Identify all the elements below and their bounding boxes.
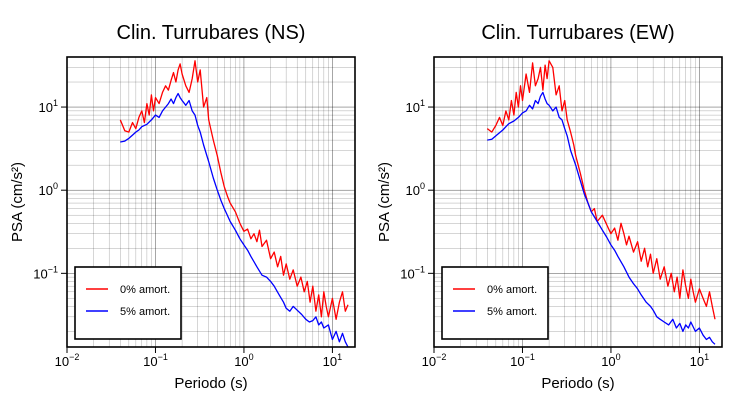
legend-label: 0% amort. <box>487 284 537 296</box>
y-tick-label: 10−1 <box>400 264 425 281</box>
legend: 0% amort. 5% amort. <box>74 266 182 340</box>
legend-label: 0% amort. <box>120 284 170 296</box>
grid <box>66 56 355 347</box>
plot-frame <box>433 56 723 348</box>
series-line-0pct <box>119 60 349 320</box>
x-tick-label: 100 <box>234 352 253 369</box>
x-tick-label: 10−2 <box>422 352 447 369</box>
legend-box <box>441 266 549 340</box>
x-tick-label: 10−2 <box>55 352 80 369</box>
x-tick-label: 10−1 <box>510 352 535 369</box>
x-tick-label: 101 <box>323 352 342 369</box>
series-line-5pct <box>487 91 716 345</box>
chart-title: Clin. Turrubares (EW) <box>481 22 674 44</box>
x-tick-label: 101 <box>690 352 709 369</box>
chart-panel-ns: Clin. Turrubares (NS) Periodo (s) PSA (c… <box>9 22 356 392</box>
x-axis-label: Periodo (s) <box>174 375 247 392</box>
series-line-0pct <box>486 60 716 320</box>
y-axis-label: PSA (cm/s²) <box>9 162 26 242</box>
legend-label: 5% amort. <box>487 306 537 318</box>
y-tick-label: 101 <box>406 98 425 115</box>
x-tick-label: 100 <box>601 352 620 369</box>
x-tick-label: 10−1 <box>143 352 168 369</box>
legend-label: 5% amort. <box>120 306 170 318</box>
y-tick-label: 10−1 <box>33 264 58 281</box>
series-line-5pct <box>120 92 349 348</box>
plot-frame <box>66 56 356 348</box>
y-tick-label: 101 <box>39 98 58 115</box>
chart-panel-ew: Clin. Turrubares (EW) Periodo (s) PSA (c… <box>376 22 723 392</box>
y-axis-label: PSA (cm/s²) <box>376 162 393 242</box>
y-tick-label: 100 <box>39 181 58 198</box>
chart-title: Clin. Turrubares (NS) <box>117 22 306 44</box>
legend-box <box>74 266 182 340</box>
legend: 0% amort. 5% amort. <box>441 266 549 340</box>
y-tick-label: 100 <box>406 181 425 198</box>
x-axis-label: Periodo (s) <box>541 375 614 392</box>
